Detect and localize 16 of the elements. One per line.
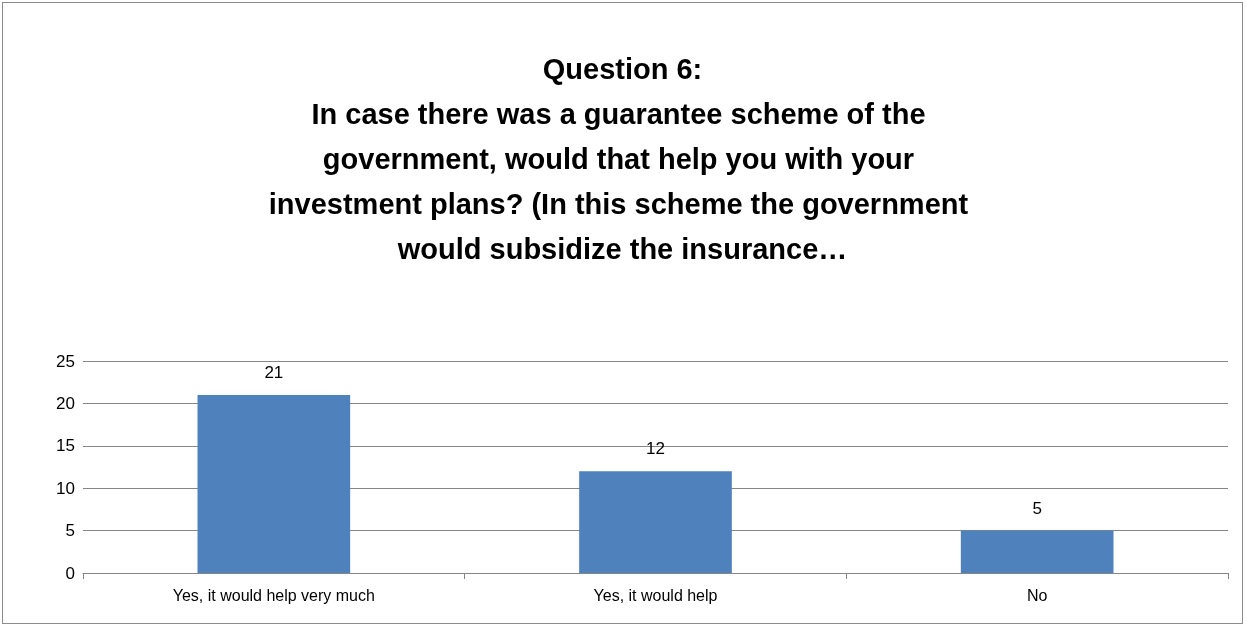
- y-tick-label: 20: [56, 393, 75, 413]
- x-tick-label: Yes, it would help very much: [172, 586, 375, 604]
- y-tick-label: 0: [65, 563, 75, 583]
- data-label: 5: [1032, 498, 1042, 518]
- y-tick-label: 10: [56, 478, 75, 498]
- chart-title: Question 6: In case there was a guarantee scheme of the government, would that help you with your investment plans? (In this scheme the government would subsidize the insurance…: [268, 52, 977, 265]
- data-label: 12: [646, 439, 665, 459]
- bar: [579, 471, 732, 573]
- y-tick-label: 15: [56, 436, 75, 456]
- bar: [960, 530, 1114, 573]
- bar: [197, 394, 351, 573]
- x-tick-label: Yes, it would help: [593, 586, 718, 604]
- x-tick-label: No: [1026, 586, 1048, 604]
- data-label: 21: [264, 362, 284, 382]
- y-tick-label: 25: [56, 351, 75, 371]
- y-tick-label: 5: [65, 521, 75, 541]
